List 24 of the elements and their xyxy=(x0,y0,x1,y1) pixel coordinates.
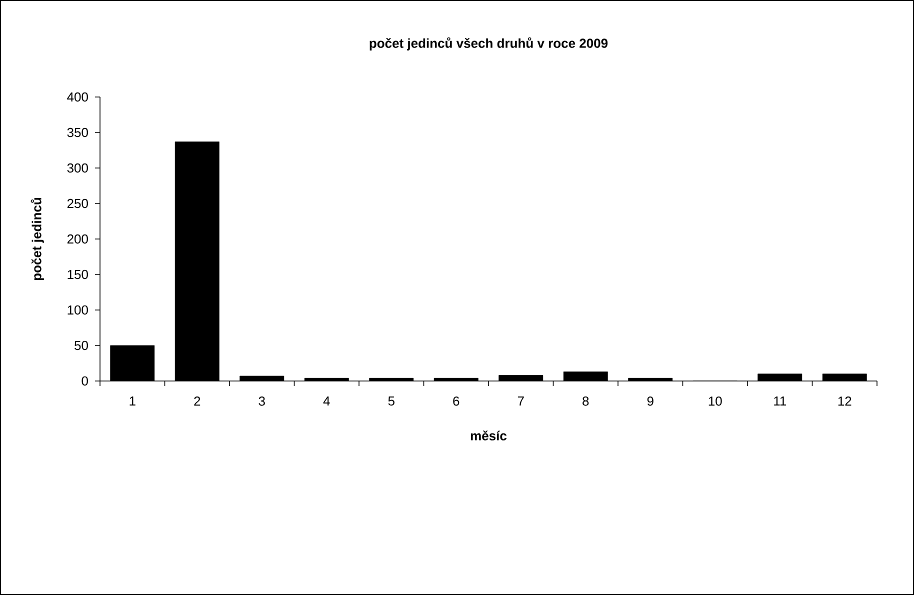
y-tick-label: 0 xyxy=(82,376,88,386)
x-tick-label: 11 xyxy=(774,396,786,406)
x-tick-label: 10 xyxy=(708,396,722,406)
x-tick-label: 6 xyxy=(453,396,460,406)
x-tick-label: 3 xyxy=(258,396,265,406)
x-tick-label: 8 xyxy=(582,396,589,406)
y-tick-label: 400 xyxy=(67,92,88,102)
y-tick-label: 300 xyxy=(67,163,88,173)
y-tick-label: 250 xyxy=(67,198,88,208)
x-tick-label: 1 xyxy=(130,396,136,406)
y-tick-label: 150 xyxy=(68,270,88,280)
x-tick-label: 2 xyxy=(194,396,200,406)
chart-title: počet jedinců všech druhů v roce 2009 xyxy=(370,37,608,50)
x-axis-title: měsíc xyxy=(470,430,507,440)
y-axis-title: počet jedinců xyxy=(30,198,44,280)
y-tick-label: 350 xyxy=(67,128,88,138)
y-tick-label: 50 xyxy=(74,340,88,350)
x-tick-label: 9 xyxy=(647,396,654,406)
x-tick-label: 4 xyxy=(323,396,330,406)
x-tick-label: 5 xyxy=(388,396,394,406)
y-tick-label: 200 xyxy=(67,234,88,244)
x-tick-label: 7 xyxy=(518,396,524,406)
x-tick-label: 12 xyxy=(838,396,852,406)
y-tick-label: 100 xyxy=(68,305,88,315)
